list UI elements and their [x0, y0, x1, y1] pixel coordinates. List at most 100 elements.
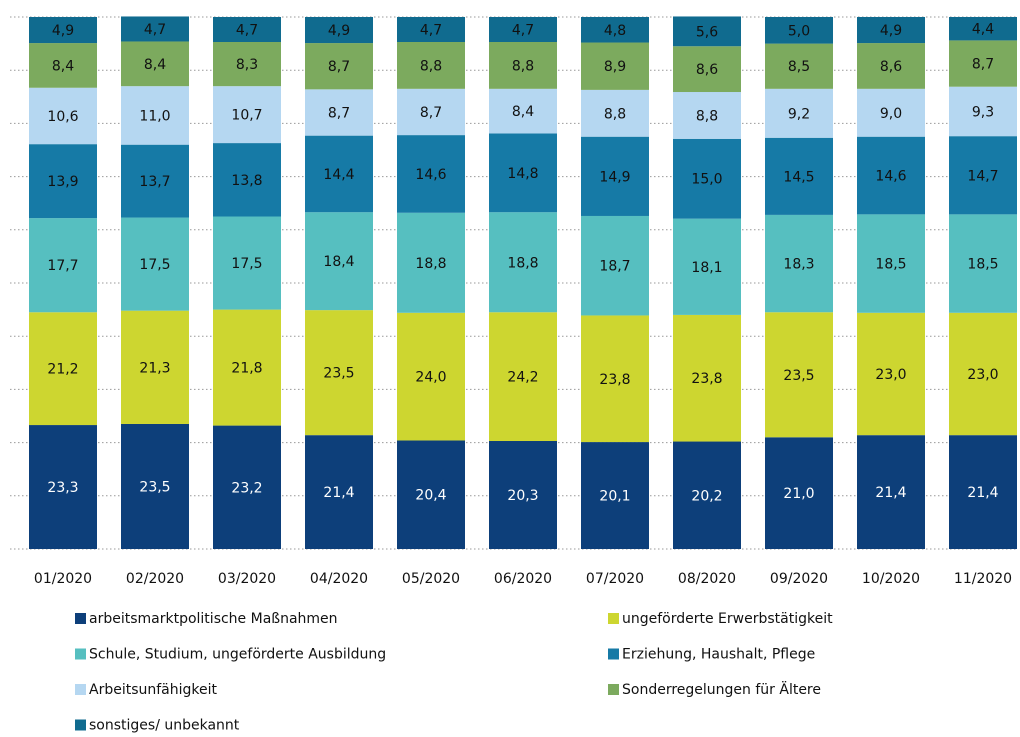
value-label: 18,7	[599, 259, 630, 275]
bar-segment	[949, 214, 1017, 313]
legend-label: arbeitsmarktpolitische Maßnahmen	[89, 611, 338, 627]
bar-segment	[29, 218, 97, 313]
x-tick-label: 10/2020	[862, 571, 920, 587]
bar-segment	[673, 138, 741, 219]
value-label: 23,8	[599, 372, 630, 388]
bar-segment	[765, 17, 833, 44]
value-label: 15,0	[691, 172, 722, 188]
value-label: 14,6	[875, 169, 906, 185]
bar-segment	[949, 86, 1017, 137]
bar-segment	[305, 89, 373, 136]
bar-segment	[857, 43, 925, 89]
legend-label: Erziehung, Haushalt, Pflege	[622, 647, 815, 663]
value-label: 24,2	[507, 370, 538, 386]
bar-segment	[857, 214, 925, 313]
bar-segment	[581, 17, 649, 43]
bar-segment	[397, 42, 465, 89]
value-label: 20,3	[507, 488, 538, 504]
value-label: 17,5	[231, 256, 262, 272]
bar-segment	[305, 135, 373, 213]
legend-label: Arbeitsunfähigkeit	[89, 682, 218, 698]
bar-segment	[949, 40, 1017, 87]
value-label: 4,9	[328, 23, 350, 39]
bar-segment	[765, 137, 833, 215]
value-label: 20,1	[599, 489, 630, 505]
x-tick-label: 03/2020	[218, 571, 276, 587]
bar-segment	[857, 17, 925, 44]
bar-segment	[581, 215, 649, 316]
x-tick-label: 01/2020	[34, 571, 92, 587]
value-label: 8,8	[512, 58, 534, 74]
bar-segment	[397, 212, 465, 313]
x-tick-label: 02/2020	[126, 571, 184, 587]
value-label: 21,4	[967, 485, 998, 501]
legend-label: sonstiges/ unbekannt	[89, 718, 240, 734]
value-label: 10,6	[47, 109, 78, 125]
value-label: 21,3	[139, 360, 170, 376]
x-tick-label: 04/2020	[310, 571, 368, 587]
legend-label: ungeförderte Erwerbstätigkeit	[622, 611, 833, 627]
bar-segment	[581, 42, 649, 90]
value-label: 8,7	[972, 57, 994, 73]
bar-segment	[581, 136, 649, 216]
x-tick-label: 06/2020	[494, 571, 552, 587]
bar-segment	[305, 435, 373, 549]
value-label: 23,3	[47, 480, 78, 496]
value-label: 13,7	[139, 174, 170, 190]
bar-segment	[949, 17, 1017, 41]
value-label: 18,1	[691, 260, 722, 276]
bar-segment	[857, 88, 925, 137]
value-label: 23,8	[691, 371, 722, 387]
bar-segment	[673, 16, 741, 47]
bar-segment	[673, 314, 741, 442]
value-label: 5,0	[788, 23, 810, 39]
bar-segment	[581, 89, 649, 137]
bar-segment	[213, 425, 281, 549]
value-label: 20,2	[691, 488, 722, 504]
x-tick-label: 07/2020	[586, 571, 644, 587]
bar-segment	[305, 212, 373, 311]
value-label: 20,4	[415, 488, 446, 504]
bar-segment	[765, 43, 833, 89]
value-label: 18,8	[415, 256, 446, 272]
value-label: 24,0	[415, 370, 446, 386]
value-label: 8,6	[696, 62, 718, 78]
bar-segment	[121, 217, 189, 311]
bar-segment	[673, 92, 741, 139]
value-label: 14,6	[415, 167, 446, 183]
bar-segment	[29, 144, 97, 219]
value-label: 8,7	[328, 105, 350, 121]
legend-swatch	[75, 719, 86, 731]
value-label: 8,8	[696, 108, 718, 124]
bar-segment	[397, 135, 465, 213]
bar-segment	[857, 312, 925, 436]
value-label: 18,4	[323, 254, 354, 270]
bar-segment	[121, 16, 189, 42]
bar-segment	[765, 214, 833, 313]
bar-segment	[29, 17, 97, 44]
bar-segment	[949, 435, 1017, 549]
value-label: 11,0	[139, 108, 170, 124]
bar-segment	[397, 88, 465, 136]
bar-segment	[397, 312, 465, 441]
value-label: 8,3	[236, 57, 258, 73]
bar-segment	[121, 423, 189, 549]
value-label: 8,8	[604, 106, 626, 122]
legend-swatch	[608, 613, 619, 624]
bar-segment	[673, 218, 741, 315]
bar-segment	[397, 17, 465, 43]
legend-label: Sonderregelungen für Ältere	[622, 680, 821, 698]
bar-segment	[121, 41, 189, 87]
value-label: 8,8	[420, 58, 442, 74]
legend-swatch	[608, 648, 619, 660]
value-label: 9,3	[972, 104, 994, 120]
bar-segment	[489, 312, 557, 442]
bar-segment	[673, 441, 741, 549]
value-label: 14,5	[783, 169, 814, 185]
value-label: 13,9	[47, 174, 78, 190]
bar-segment	[857, 136, 925, 215]
value-label: 4,7	[420, 23, 442, 39]
bar-segment	[489, 212, 557, 313]
bar-segment	[949, 136, 1017, 215]
bar-segment	[29, 43, 97, 88]
